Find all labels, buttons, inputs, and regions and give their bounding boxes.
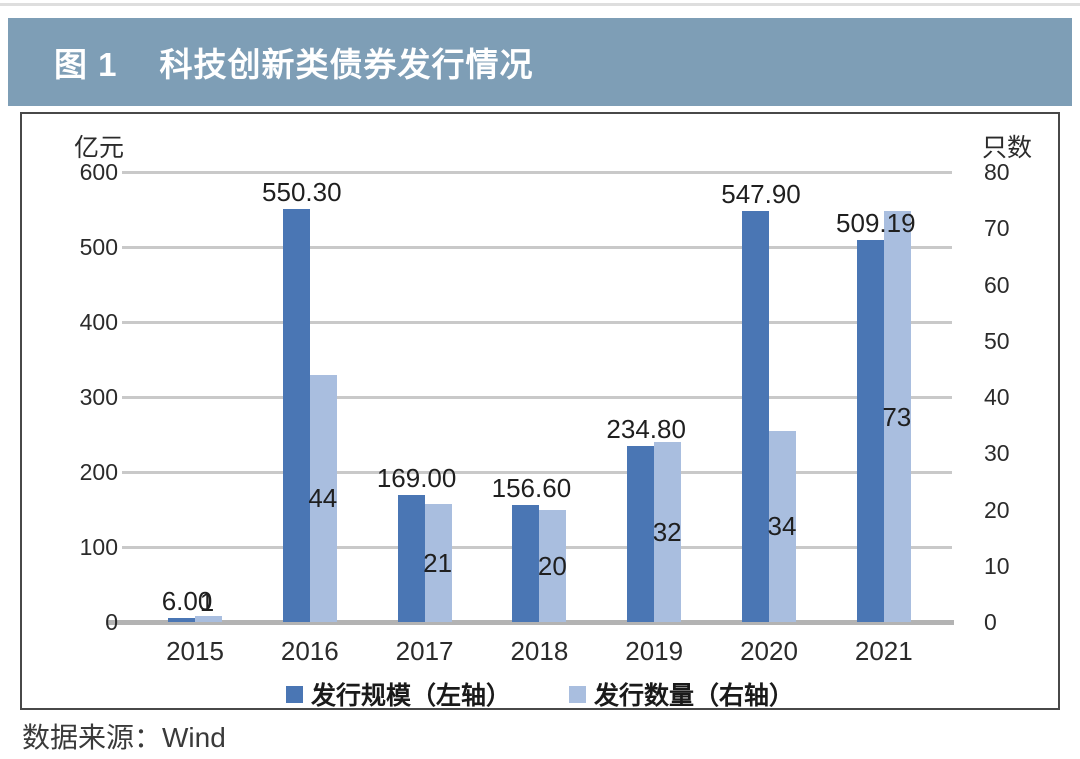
left-axis-tick: 600 [79,159,118,185]
legend-label-scale: 发行规模（左轴） [310,682,511,710]
scale-series-swatch-icon [285,685,303,703]
scale-value-label: 550.30 [262,177,342,208]
chart-legend: 发行规模（左轴） 发行数量（右轴） [22,676,1058,712]
right-axis-title: 只数 [982,134,1033,162]
left-axis-tick: 500 [79,234,118,260]
category-label: 2016 [280,636,339,666]
gridline [122,471,952,474]
gridline [122,171,952,174]
left-axis-tick: 100 [79,534,118,560]
count-bar [654,442,682,622]
right-axis-tick: 30 [984,440,1010,467]
scale-bar [282,209,310,622]
category-label: 2021 [854,636,913,666]
left-axis-title: 亿元 [74,134,125,162]
right-axis-tick: 80 [984,159,1010,185]
right-axis-tick: 40 [984,384,1010,410]
count-value-label: 1 [199,587,215,618]
x-axis-line [106,620,954,625]
gridline [122,321,952,324]
gridline [122,396,952,399]
chart-area: 亿元 只数 0 100 200 300 400 500 600 0 10 20 30 40 50 60 70… [20,112,1060,710]
legend-item-count: 发行数量（右轴） [569,676,794,712]
count-bar [309,374,337,622]
count-bar [424,503,452,622]
count-value-label: 44 [308,483,338,514]
scale-bar [742,211,769,622]
legend-label-count: 发行数量（右轴） [594,682,795,710]
count-series-swatch-icon [569,685,586,703]
left-axis-tick: 200 [79,459,118,485]
scale-value-label: 6.00 [161,585,213,616]
count-value-label: 20 [537,550,567,581]
right-axis-tick: 50 [984,327,1010,354]
scale-bar [168,617,195,622]
right-axis-tick: 60 [984,271,1010,298]
scale-bar [627,445,655,622]
scale-value-label: 156.60 [491,472,572,503]
figure-header: 图 1 科技创新类债券发行情况 [8,18,1072,106]
data-source: 数据来源：Wind [22,722,226,753]
scale-bar [397,495,425,622]
left-axis-tick: 400 [79,309,118,335]
category-label: 2020 [740,636,798,666]
right-axis-tick: 10 [984,552,1010,579]
right-axis-tick: 70 [984,215,1010,242]
scale-bar [512,504,540,622]
figure-title: 科技创新类债券发行情况 [159,46,534,83]
right-axis-tick: 0 [984,609,997,635]
count-bar [539,509,567,622]
count-value-label: 21 [423,547,453,578]
category-label: 2019 [625,636,684,666]
left-axis-tick: 300 [79,384,118,410]
scale-value-label: 547.90 [721,179,801,210]
count-value-label: 34 [767,511,797,542]
category-label: 2015 [166,636,224,666]
scale-bar [856,240,884,622]
count-value-label: 32 [652,517,682,547]
figure-number-label: 图 1 [54,46,118,83]
gridline [122,246,952,249]
count-bar [195,616,222,622]
left-axis-tick: 0 [105,609,118,635]
right-axis-tick: 20 [984,496,1010,523]
scale-value-label: 509.19 [836,208,916,239]
scale-value-label: 169.00 [376,463,457,494]
category-label: 2018 [510,636,569,666]
top-divider [0,3,1080,6]
category-label: 2017 [395,636,454,666]
scale-value-label: 234.80 [606,413,686,444]
count-bar [883,211,911,622]
count-value-label: 73 [882,401,912,432]
legend-item-scale: 发行规模（左轴） [285,676,511,712]
count-bar [769,430,796,622]
